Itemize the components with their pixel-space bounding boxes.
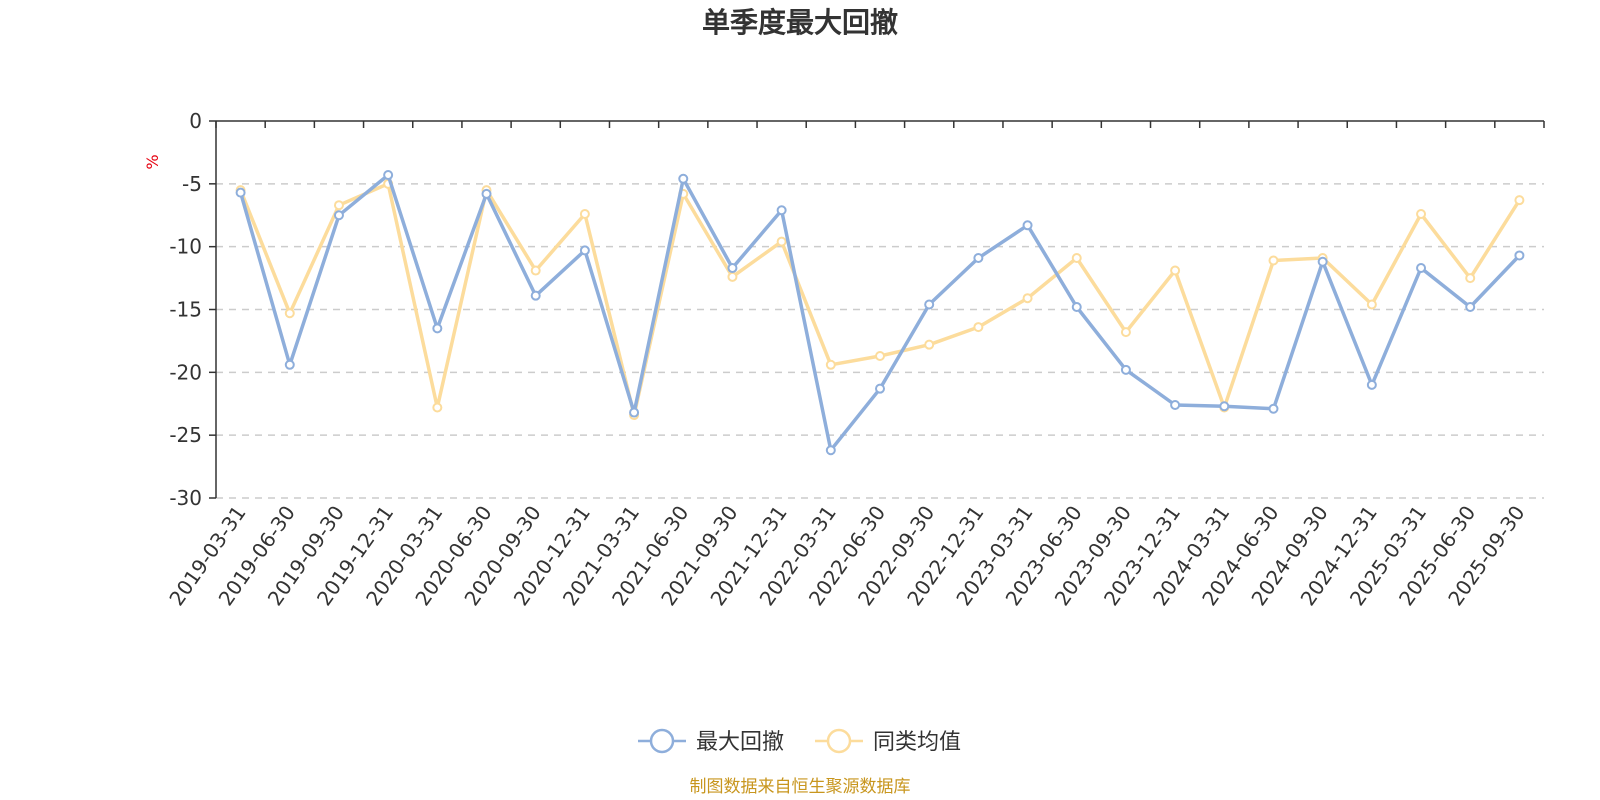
- data-point: [776, 236, 787, 247]
- y-tick-label: -20: [169, 360, 202, 384]
- x-tick-labels: 2019-03-312019-06-302019-09-302019-12-31…: [164, 501, 1529, 610]
- y-tick-label: 0: [189, 109, 202, 133]
- data-source-note: 制图数据来自恒生聚源数据库: [690, 777, 911, 797]
- data-point: [973, 322, 984, 333]
- data-point: [875, 383, 885, 394]
- y-tick-label: -5: [182, 172, 202, 196]
- data-point: [825, 445, 836, 456]
- grid: [216, 183, 1544, 499]
- data-point: [1219, 401, 1230, 412]
- data-point: [432, 323, 443, 334]
- data-point: [1514, 250, 1525, 261]
- data-point: [924, 299, 935, 310]
- y-tick-label: -30: [169, 486, 202, 510]
- data-point: [1022, 220, 1033, 231]
- data-point: [579, 245, 590, 256]
- chart-title: 单季度最大回撤: [702, 6, 898, 39]
- legend-label: 最大回撤: [696, 730, 784, 755]
- data-point: [1268, 403, 1279, 414]
- legend-item-1[interactable]: 最大回撤: [638, 728, 784, 755]
- y-tick-label: -10: [169, 235, 202, 259]
- series-2: [235, 178, 1525, 421]
- data-point: [678, 173, 689, 184]
- y-axis-unit: %: [143, 154, 162, 169]
- data-point: [383, 170, 394, 181]
- y-tick-label: -25: [169, 423, 202, 447]
- legend-marker: [826, 728, 852, 754]
- data-point: [284, 308, 295, 319]
- legend-marker: [649, 728, 675, 754]
- series-group: [235, 170, 1525, 456]
- data-point: [727, 263, 738, 274]
- data-point: [1120, 327, 1131, 338]
- data-point: [1366, 379, 1377, 390]
- data-point: [1416, 263, 1427, 274]
- data-point: [1170, 265, 1181, 276]
- data-point: [579, 208, 590, 219]
- data-point: [1268, 255, 1279, 266]
- data-point: [1465, 301, 1476, 312]
- data-point: [1120, 364, 1131, 375]
- data-point: [727, 271, 738, 282]
- series-line: [238, 173, 1521, 452]
- data-point: [1071, 252, 1082, 263]
- data-point: [1170, 400, 1181, 411]
- data-point: [235, 187, 246, 198]
- legend[interactable]: 最大回撤 同类均值: [638, 728, 961, 755]
- data-point: [1022, 293, 1033, 304]
- data-point: [481, 188, 492, 199]
- data-point: [825, 359, 836, 370]
- data-point: [924, 339, 935, 350]
- y-tick-labels: 0 -5 -10 -15 -20 -25 -30: [169, 109, 202, 510]
- data-point: [776, 205, 787, 216]
- data-point: [629, 407, 640, 418]
- data-point: [530, 265, 541, 276]
- legend-label: 同类均值: [873, 730, 961, 755]
- series-line: [238, 182, 1521, 417]
- y-tick-label: -15: [169, 298, 202, 322]
- legend-item-2[interactable]: 同类均值: [815, 728, 961, 755]
- data-point: [530, 290, 541, 301]
- data-point: [284, 359, 295, 370]
- data-point: [875, 350, 885, 361]
- data-point: [1071, 301, 1082, 312]
- data-point: [1465, 273, 1476, 284]
- data-point: [1366, 299, 1377, 310]
- data-point: [1317, 256, 1328, 267]
- data-point: [1416, 208, 1427, 219]
- axes: [209, 120, 1545, 499]
- data-point: [1514, 195, 1525, 206]
- data-point: [973, 252, 984, 263]
- data-point: [333, 210, 344, 221]
- data-point: [333, 200, 344, 211]
- data-point: [432, 402, 443, 413]
- series-1: [235, 170, 1525, 456]
